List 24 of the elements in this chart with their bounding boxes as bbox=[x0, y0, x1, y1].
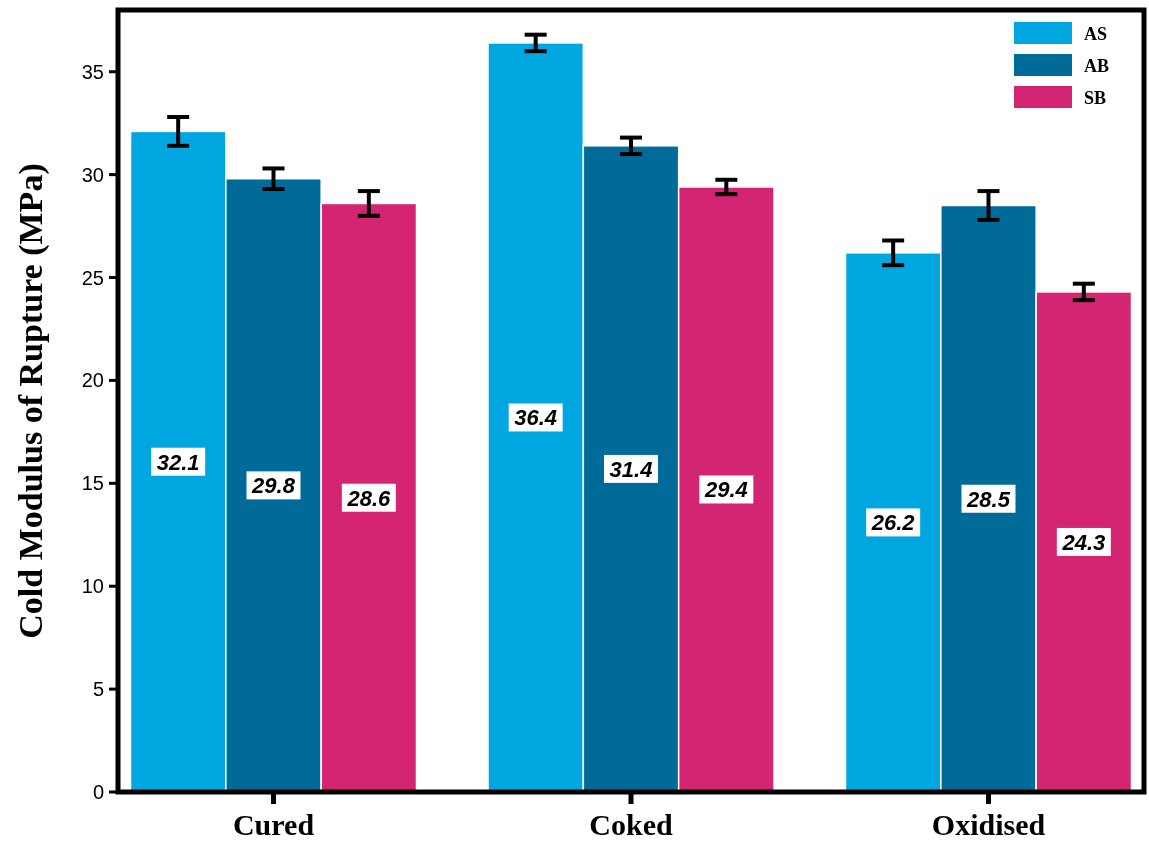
y-tick-label: 15 bbox=[81, 472, 104, 495]
y-tick-label: 30 bbox=[81, 163, 104, 186]
data-label: 31.4 bbox=[609, 456, 653, 482]
y-axis-title: Cold Modulus of Rupture (MPa) bbox=[12, 163, 50, 639]
data-label: 32.1 bbox=[156, 449, 200, 475]
y-tick-label: 10 bbox=[81, 575, 104, 598]
legend-label: SB bbox=[1084, 88, 1107, 108]
y-tick-label: 5 bbox=[92, 678, 104, 701]
y-tick-label: 20 bbox=[81, 369, 104, 392]
data-label: 28.6 bbox=[346, 485, 392, 511]
y-tick-label: 0 bbox=[92, 781, 104, 803]
data-label: 29.8 bbox=[251, 473, 296, 499]
data-label: 26.2 bbox=[870, 510, 916, 536]
legend-label: AB bbox=[1084, 56, 1110, 76]
legend-label: AS bbox=[1084, 24, 1108, 44]
x-tick-label: Cured bbox=[232, 808, 315, 841]
data-label: 36.4 bbox=[514, 405, 558, 431]
y-tick-label: 25 bbox=[81, 266, 104, 289]
y-tick-label: 35 bbox=[81, 60, 104, 83]
data-label: 24.3 bbox=[1061, 529, 1106, 555]
data-label: 28.5 bbox=[966, 486, 1011, 512]
x-tick-label: Coked bbox=[589, 808, 673, 841]
x-tick-label: Oxidised bbox=[931, 808, 1046, 841]
data-label: 29.4 bbox=[703, 477, 748, 503]
